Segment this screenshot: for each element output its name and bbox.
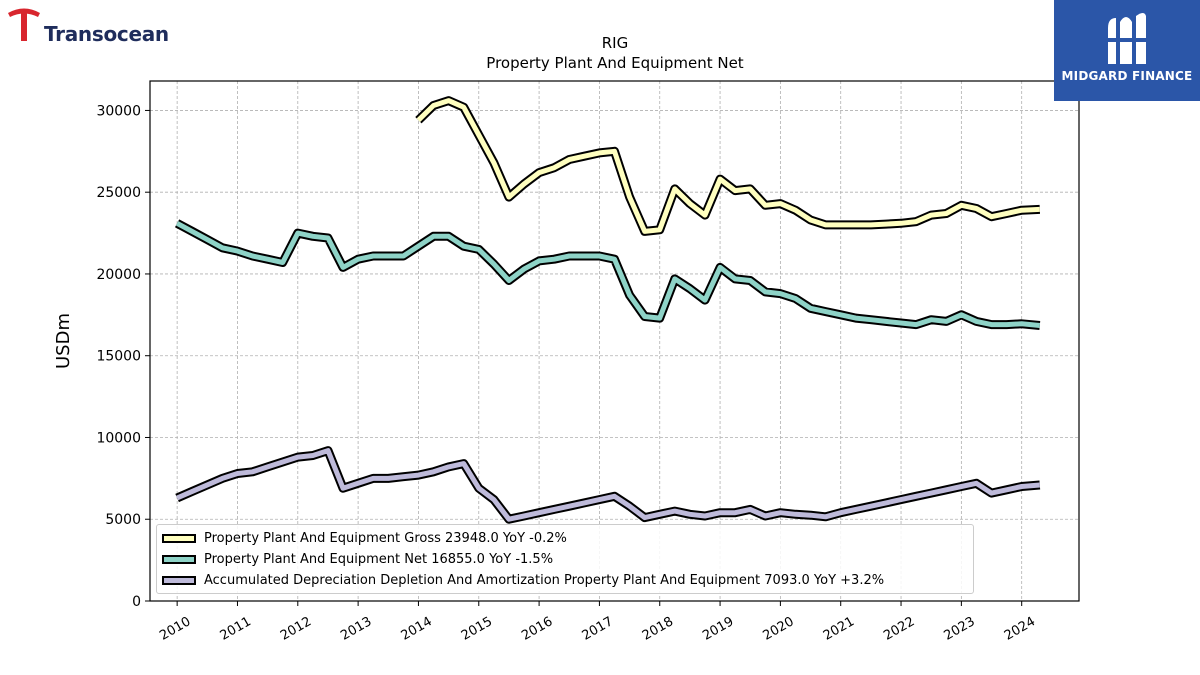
y-tick-label: 10000 [96, 430, 141, 446]
legend-entry-gross: Property Plant And Equipment Gross 23948… [157, 528, 567, 548]
midgard-finance-logo: MIDGARD FINANCE [1054, 0, 1200, 101]
transocean-t-icon [8, 8, 40, 41]
midgard-wordmark: MIDGARD FINANCE [1061, 69, 1193, 83]
legend-entry-depreciation: Accumulated Depreciation Depletion And A… [157, 570, 884, 590]
x-tick-label: 2011 [218, 614, 254, 644]
x-tick-label: 2016 [519, 614, 555, 644]
series-line-gross [416, 98, 1040, 234]
y-tick-label: 0 [132, 594, 141, 610]
y-tick-label: 25000 [96, 185, 141, 201]
grid-lines [150, 81, 1079, 602]
legend-label-net: Property Plant And Equipment Net 16855.0… [204, 551, 554, 567]
x-tick-label: 2013 [338, 614, 374, 644]
legend-label-depreciation: Accumulated Depreciation Depletion And A… [204, 572, 885, 588]
x-tick-label: 2010 [157, 614, 193, 644]
y-tick-label: 15000 [96, 349, 141, 365]
y-tick-label: 5000 [105, 512, 141, 528]
legend-swatch-gross [162, 533, 196, 543]
series-line-outline-net [174, 219, 1041, 330]
series-lines [174, 96, 1041, 524]
series-line-net [175, 221, 1041, 328]
x-tick-label: 2018 [640, 614, 676, 644]
transocean-wordmark: Transocean [44, 22, 169, 46]
chart-legend: Property Plant And Equipment Gross 23948… [156, 524, 974, 594]
chart-subtitle: Property Plant And Equipment Net [486, 54, 743, 72]
y-axis-ticks: 0 5000 10000 15000 20000 25000 30000 [96, 103, 150, 610]
x-tick-label: 2015 [459, 614, 495, 644]
chart-title: RIG [602, 34, 628, 52]
x-tick-label: 2017 [580, 614, 616, 644]
y-tick-label: 20000 [96, 267, 141, 283]
x-tick-label: 2012 [278, 614, 314, 644]
x-tick-label: 2019 [700, 614, 736, 644]
transocean-logo: Transocean [4, 4, 194, 48]
x-tick-label: 2022 [881, 614, 917, 644]
series-line-outline-depreciation [175, 446, 1041, 524]
y-tick-label: 30000 [96, 103, 141, 119]
x-axis-ticks: 2010 2011 2012 2013 2014 2015 2016 2017 2018 2019… [157, 601, 1038, 644]
x-tick-label: 2024 [1002, 614, 1038, 644]
legend-label-gross: Property Plant And Equipment Gross 23948… [204, 530, 567, 546]
y-axis-label: USDm [53, 313, 74, 369]
x-tick-label: 2014 [399, 614, 435, 644]
x-tick-label: 2020 [761, 614, 797, 644]
x-tick-label: 2021 [821, 614, 857, 644]
legend-swatch-net [162, 554, 196, 564]
legend-entry-net: Property Plant And Equipment Net 16855.0… [157, 549, 553, 569]
midgard-m-icon [1106, 13, 1148, 64]
legend-swatch-depreciation [162, 575, 196, 585]
series-line-depreciation [176, 448, 1041, 522]
x-tick-label: 2023 [942, 614, 978, 644]
plot-frame [149, 80, 1080, 602]
